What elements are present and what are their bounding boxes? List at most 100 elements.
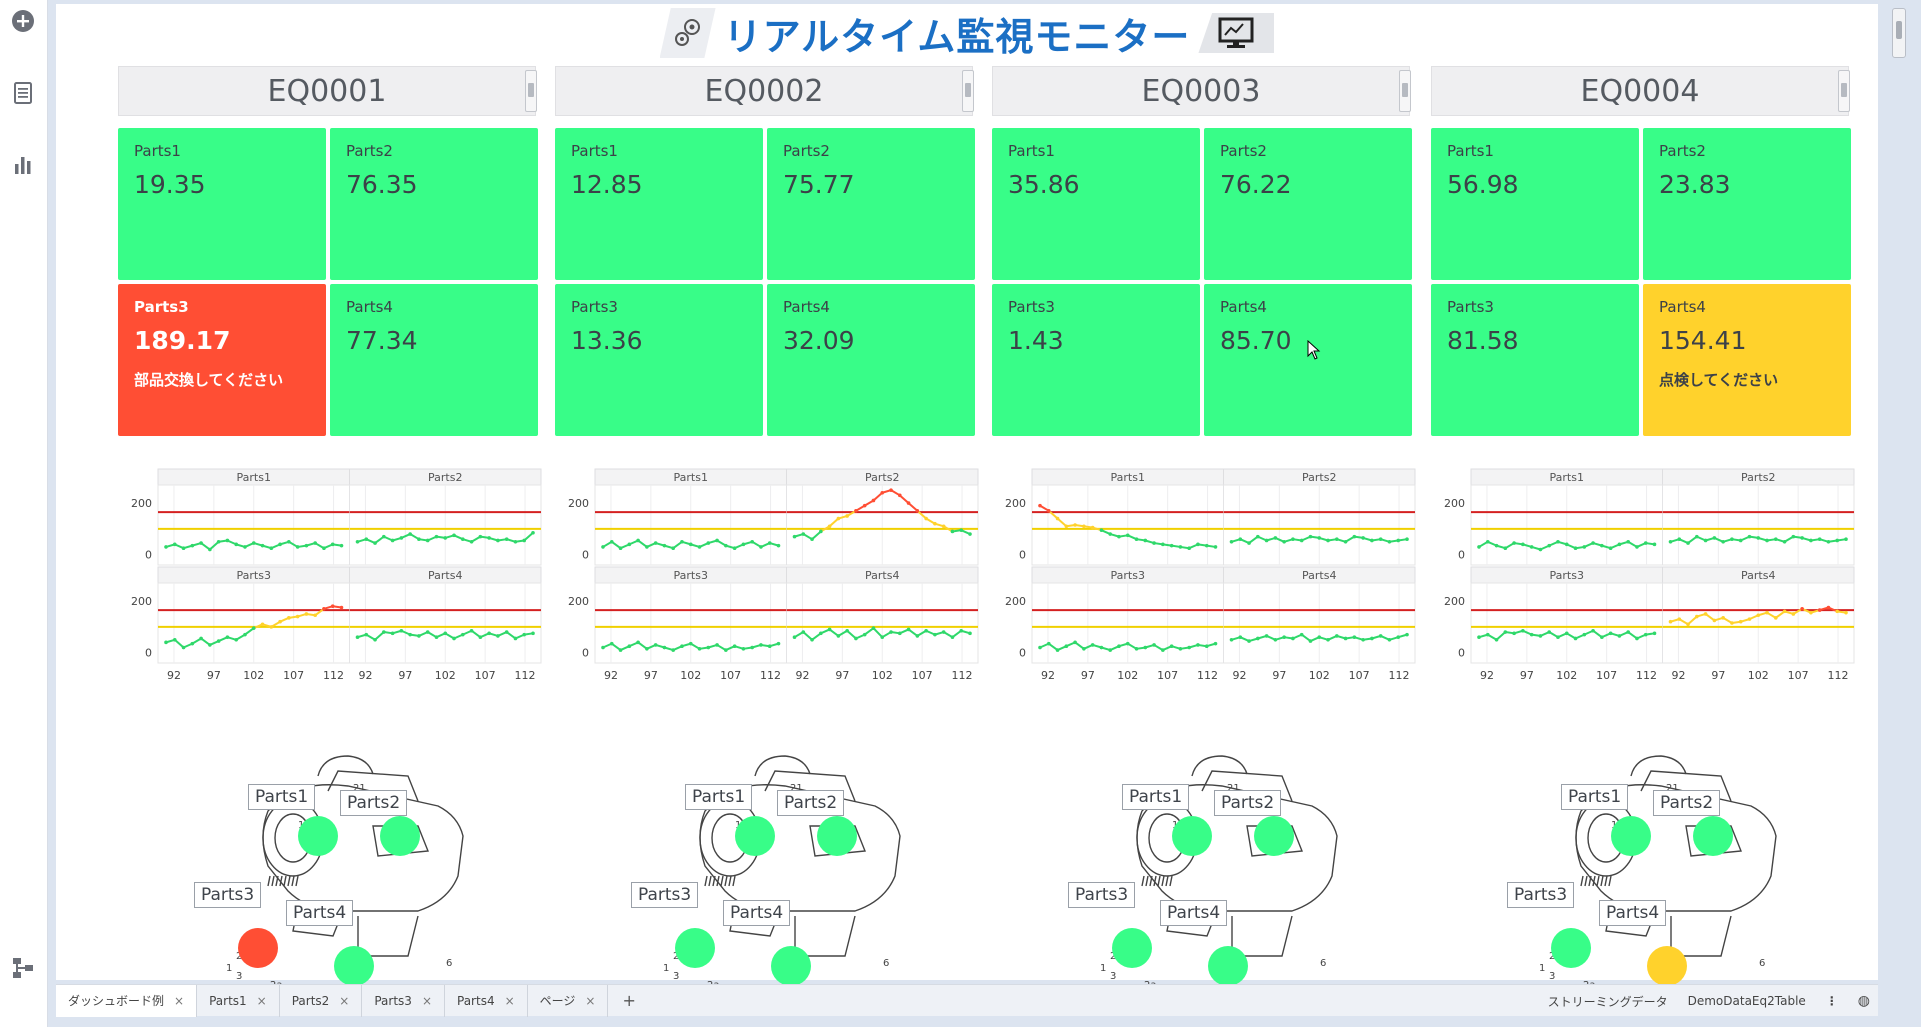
data-point [776, 543, 781, 548]
data-point [425, 630, 430, 634]
sheet-tab[interactable]: Parts3 × [362, 984, 445, 1017]
part-status-tile: Parts4 85.70 [1204, 284, 1412, 436]
data-point [443, 631, 448, 636]
data-point [618, 546, 623, 551]
series-segment [1687, 535, 1698, 544]
data-point [1521, 628, 1525, 633]
equipment-title: EQ0002 [555, 66, 973, 116]
x-tick-label: 102 [243, 669, 264, 682]
globe-icon[interactable]: ◍ [1857, 993, 1870, 1009]
equipment-title: EQ0004 [1431, 66, 1849, 116]
series-segment [314, 608, 325, 617]
sheet-tab[interactable]: Parts4 × [445, 984, 528, 1017]
close-icon[interactable]: × [256, 993, 267, 1008]
sheet-tab[interactable]: ページ × [528, 984, 609, 1017]
data-point [1335, 537, 1339, 541]
data-point [1073, 640, 1077, 645]
x-tick-label: 102 [680, 669, 701, 682]
data-point [1082, 524, 1086, 529]
data-point [636, 538, 640, 543]
more-menu-icon[interactable]: ⋮ [1825, 994, 1838, 1008]
data-point [1695, 534, 1699, 539]
data-point [1247, 639, 1251, 643]
data-point [487, 631, 491, 636]
data-point [601, 545, 605, 549]
data-point [609, 641, 614, 646]
x-tick-label: 112 [1636, 669, 1657, 682]
data-point [1361, 637, 1365, 642]
data-point [1178, 545, 1183, 549]
pump-line-art: 1232a3a61221 [663, 755, 901, 1011]
data-point [1343, 539, 1348, 544]
data-point [1826, 605, 1831, 610]
data-point [373, 637, 377, 642]
tile-part-value: 189.17 [134, 326, 231, 355]
sheet-tab-label: Parts3 [374, 993, 412, 1008]
sheet-tab[interactable]: ダッシュボード例 × [56, 984, 198, 1017]
data-point [1477, 545, 1481, 549]
data-point [1352, 534, 1357, 539]
panel-scrollbar[interactable] [1399, 70, 1411, 112]
series-segment [864, 627, 875, 636]
diagram-part-number: 21 [790, 783, 803, 794]
data-point [1643, 632, 1648, 637]
data-point [1099, 528, 1104, 532]
data-point [164, 545, 168, 549]
part-callout-label: Parts4 [1599, 900, 1667, 926]
add-tab-button[interactable]: + [622, 991, 636, 1010]
sheet-tab-label: Parts4 [457, 993, 495, 1008]
panel-scrollbar[interactable] [962, 70, 974, 112]
part-status-tile: Parts1 12.85 [555, 128, 763, 280]
data-point [172, 637, 177, 642]
data-point [898, 631, 902, 636]
close-icon[interactable]: × [421, 993, 432, 1008]
data-point [181, 645, 186, 650]
part-status-marker [380, 816, 420, 856]
close-icon[interactable]: × [339, 993, 350, 1008]
x-tick-label: 97 [1520, 669, 1534, 682]
document-list-icon[interactable] [10, 80, 36, 106]
tile-part-label: Parts4 [1220, 298, 1267, 316]
tile-part-label: Parts1 [1008, 142, 1055, 160]
series-segment [1592, 629, 1603, 638]
data-point [889, 630, 893, 634]
sheet-tab[interactable]: Parts1 × [197, 984, 280, 1017]
tile-part-label: Parts2 [1220, 142, 1267, 160]
hierarchy-icon[interactable] [10, 955, 36, 981]
data-point [295, 614, 300, 619]
data-point [1791, 612, 1796, 616]
data-point [339, 605, 344, 610]
tile-part-value: 85.70 [1220, 326, 1292, 355]
panel-scrollbar[interactable] [525, 70, 537, 112]
data-point [880, 490, 885, 495]
part-status-marker [817, 816, 857, 856]
part-status-tile: Parts2 76.22 [1204, 128, 1412, 280]
close-icon[interactable]: × [585, 993, 596, 1008]
part-status-marker [1208, 946, 1248, 986]
subplot-title: Parts4 [1302, 569, 1336, 582]
bar-chart-icon[interactable] [10, 152, 36, 178]
data-point [478, 635, 483, 639]
plus-circle-icon[interactable] [10, 8, 36, 34]
data-point [906, 501, 911, 505]
streaming-data-label[interactable]: ストリーミングデータ [1547, 994, 1668, 1009]
data-point [801, 630, 806, 634]
x-tick-label: 112 [1828, 669, 1849, 682]
panel-scrollbar[interactable] [1838, 70, 1850, 112]
data-point [1326, 637, 1330, 642]
data-point [1738, 619, 1743, 624]
data-point [1038, 645, 1042, 650]
data-point [1134, 647, 1139, 651]
data-table-label[interactable]: DemoDataEq2Table [1687, 994, 1806, 1008]
diagram-part-number: 6 [1320, 958, 1326, 969]
sheet-tab[interactable]: Parts2 × [280, 984, 363, 1017]
data-point [1117, 534, 1121, 539]
page-scrollbar[interactable] [1892, 8, 1906, 58]
part-status-marker [1551, 928, 1591, 968]
close-icon[interactable]: × [174, 993, 185, 1008]
series-segment [209, 541, 220, 551]
series-segment [637, 641, 648, 650]
pump-line-art: 1232a3a61221 [226, 755, 464, 1011]
close-icon[interactable]: × [504, 993, 515, 1008]
data-point [313, 541, 317, 545]
